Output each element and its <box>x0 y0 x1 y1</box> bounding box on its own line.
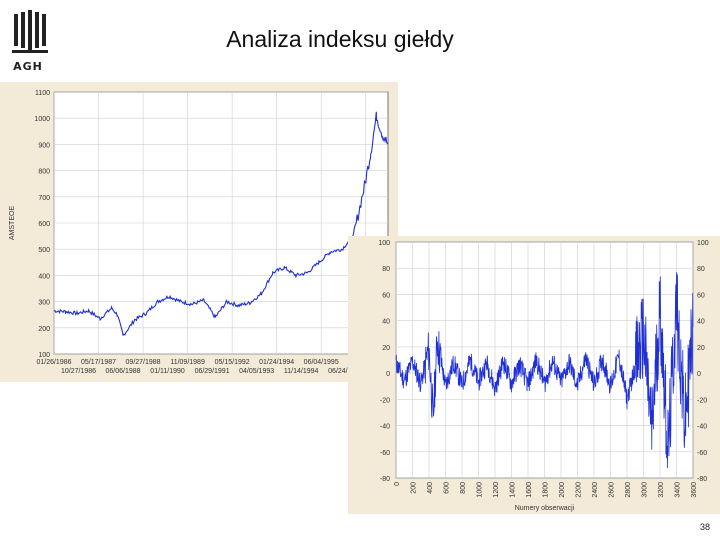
x-tick-label: 3200 <box>658 482 665 498</box>
x-tick-label: 3000 <box>642 482 649 498</box>
y-tick-label: 200 <box>38 326 50 333</box>
x-tick-label: 2600 <box>609 482 616 498</box>
y-tick-label: 300 <box>38 300 50 307</box>
agh-emblem-icon <box>12 10 48 53</box>
y-tick-label-right: 0 <box>697 371 701 378</box>
y-tick-label: 1000 <box>34 116 50 123</box>
y-tick-label-left: -60 <box>380 450 390 457</box>
y-tick-label-left: -40 <box>380 424 390 431</box>
x-tick-label: 2800 <box>625 482 632 498</box>
agh-logo: AGH <box>8 8 48 78</box>
x-tick-label: 3400 <box>675 482 682 498</box>
x-tick-label-top: 01/24/1994 <box>259 359 294 366</box>
x-tick-label: 1800 <box>543 482 550 498</box>
logo-text: AGH <box>13 60 43 73</box>
x-tick-label-bottom: 04/05/1993 <box>239 368 274 375</box>
x-tick-label-bottom: 01/11/1990 <box>150 368 185 375</box>
y-tick-label-right: 40 <box>697 319 705 326</box>
y-tick-label-right: 80 <box>697 266 705 273</box>
y-axis-label: AMSTEOE <box>9 206 16 241</box>
index-chart-panel: 100 200 300 400 500 600 700 800 900 1000 1100 01/26… <box>0 82 398 382</box>
returns-line-chart: -80 -80 -60 -60 -40 -40 -20 -20 0 0 20 20 40 40 60 60 80… <box>378 240 709 512</box>
x-tick-label-top: 05/15/1992 <box>215 359 250 366</box>
y-tick-label-left: 20 <box>382 345 390 352</box>
x-tick-label: 1000 <box>477 482 484 498</box>
x-tick-label: 2000 <box>559 482 566 498</box>
x-tick-label: 1200 <box>493 482 500 498</box>
y-tick-label: 700 <box>38 195 50 202</box>
slide-title: Analiza indeksu giełdy <box>226 26 454 52</box>
x-tick-label-top: 11/09/1989 <box>170 359 205 366</box>
x-tick-label: 2400 <box>592 482 599 498</box>
page-number: 38 <box>699 522 710 532</box>
y-tick-label-left: 60 <box>382 292 390 299</box>
x-axis-label: Numery obserwacji <box>515 505 575 512</box>
index-line-chart: 1002003004005006007008009001000110001/26… <box>9 90 389 375</box>
y-tick-label-right: 20 <box>697 345 705 352</box>
x-tick-label: 400 <box>427 482 434 494</box>
x-tick-label-bottom: 06/29/1991 <box>195 368 230 375</box>
x-tick-label-bottom: 06/24/1996 <box>328 368 363 375</box>
y-tick-label-left: 40 <box>382 319 390 326</box>
y-tick-label-left: 100 <box>378 240 390 247</box>
y-tick-label: 100 <box>38 352 50 359</box>
returns-chart-panel: -80 -80 -60 -60 -40 -40 -20 -20 0 0 20 20 40 40 60 60 80… <box>348 236 720 514</box>
y-tick-label-left: 80 <box>382 266 390 273</box>
y-tick-label-left: -20 <box>380 397 390 404</box>
y-tick-label-right: -20 <box>697 397 707 404</box>
y-tick-label-left: 0 <box>386 371 390 378</box>
y-tick-label: 400 <box>38 273 50 280</box>
y-tick-label: 1100 <box>35 90 50 97</box>
x-tick-label: 0 <box>394 482 401 486</box>
index-series-line <box>53 111 389 337</box>
x-tick-label-top: 01/26/1986 <box>36 359 71 366</box>
x-tick-label-bottom: 11/14/1994 <box>284 368 319 375</box>
y-tick-label: 500 <box>38 247 50 254</box>
x-tick-label: 3600 <box>691 482 698 498</box>
x-tick-label: 800 <box>460 482 467 494</box>
y-tick-label-right: -60 <box>697 450 707 457</box>
y-tick-label: 600 <box>38 221 50 228</box>
x-tick-label-bottom: 06/06/1988 <box>106 368 141 375</box>
x-tick-label-top: 09/27/1988 <box>126 359 161 366</box>
x-tick-label: 1600 <box>526 482 533 498</box>
y-tick-label-left: -80 <box>380 476 390 483</box>
y-tick-label-right: -40 <box>697 424 707 431</box>
x-tick-label: 1400 <box>510 482 517 498</box>
returns-series-line <box>395 272 694 469</box>
x-tick-label-bottom: 10/27/1986 <box>61 368 96 375</box>
y-tick-label-right: -80 <box>697 476 707 483</box>
x-tick-label-top: 06/04/1995 <box>304 359 339 366</box>
x-tick-label: 2200 <box>576 482 583 498</box>
y-tick-label-right: 100 <box>697 240 709 247</box>
x-tick-label: 200 <box>411 482 418 494</box>
y-tick-label: 900 <box>38 142 50 149</box>
y-tick-label: 800 <box>38 169 50 176</box>
y-tick-label-right: 60 <box>697 292 705 299</box>
x-tick-label-top: 05/17/1987 <box>81 359 116 366</box>
x-tick-label: 600 <box>444 482 451 494</box>
